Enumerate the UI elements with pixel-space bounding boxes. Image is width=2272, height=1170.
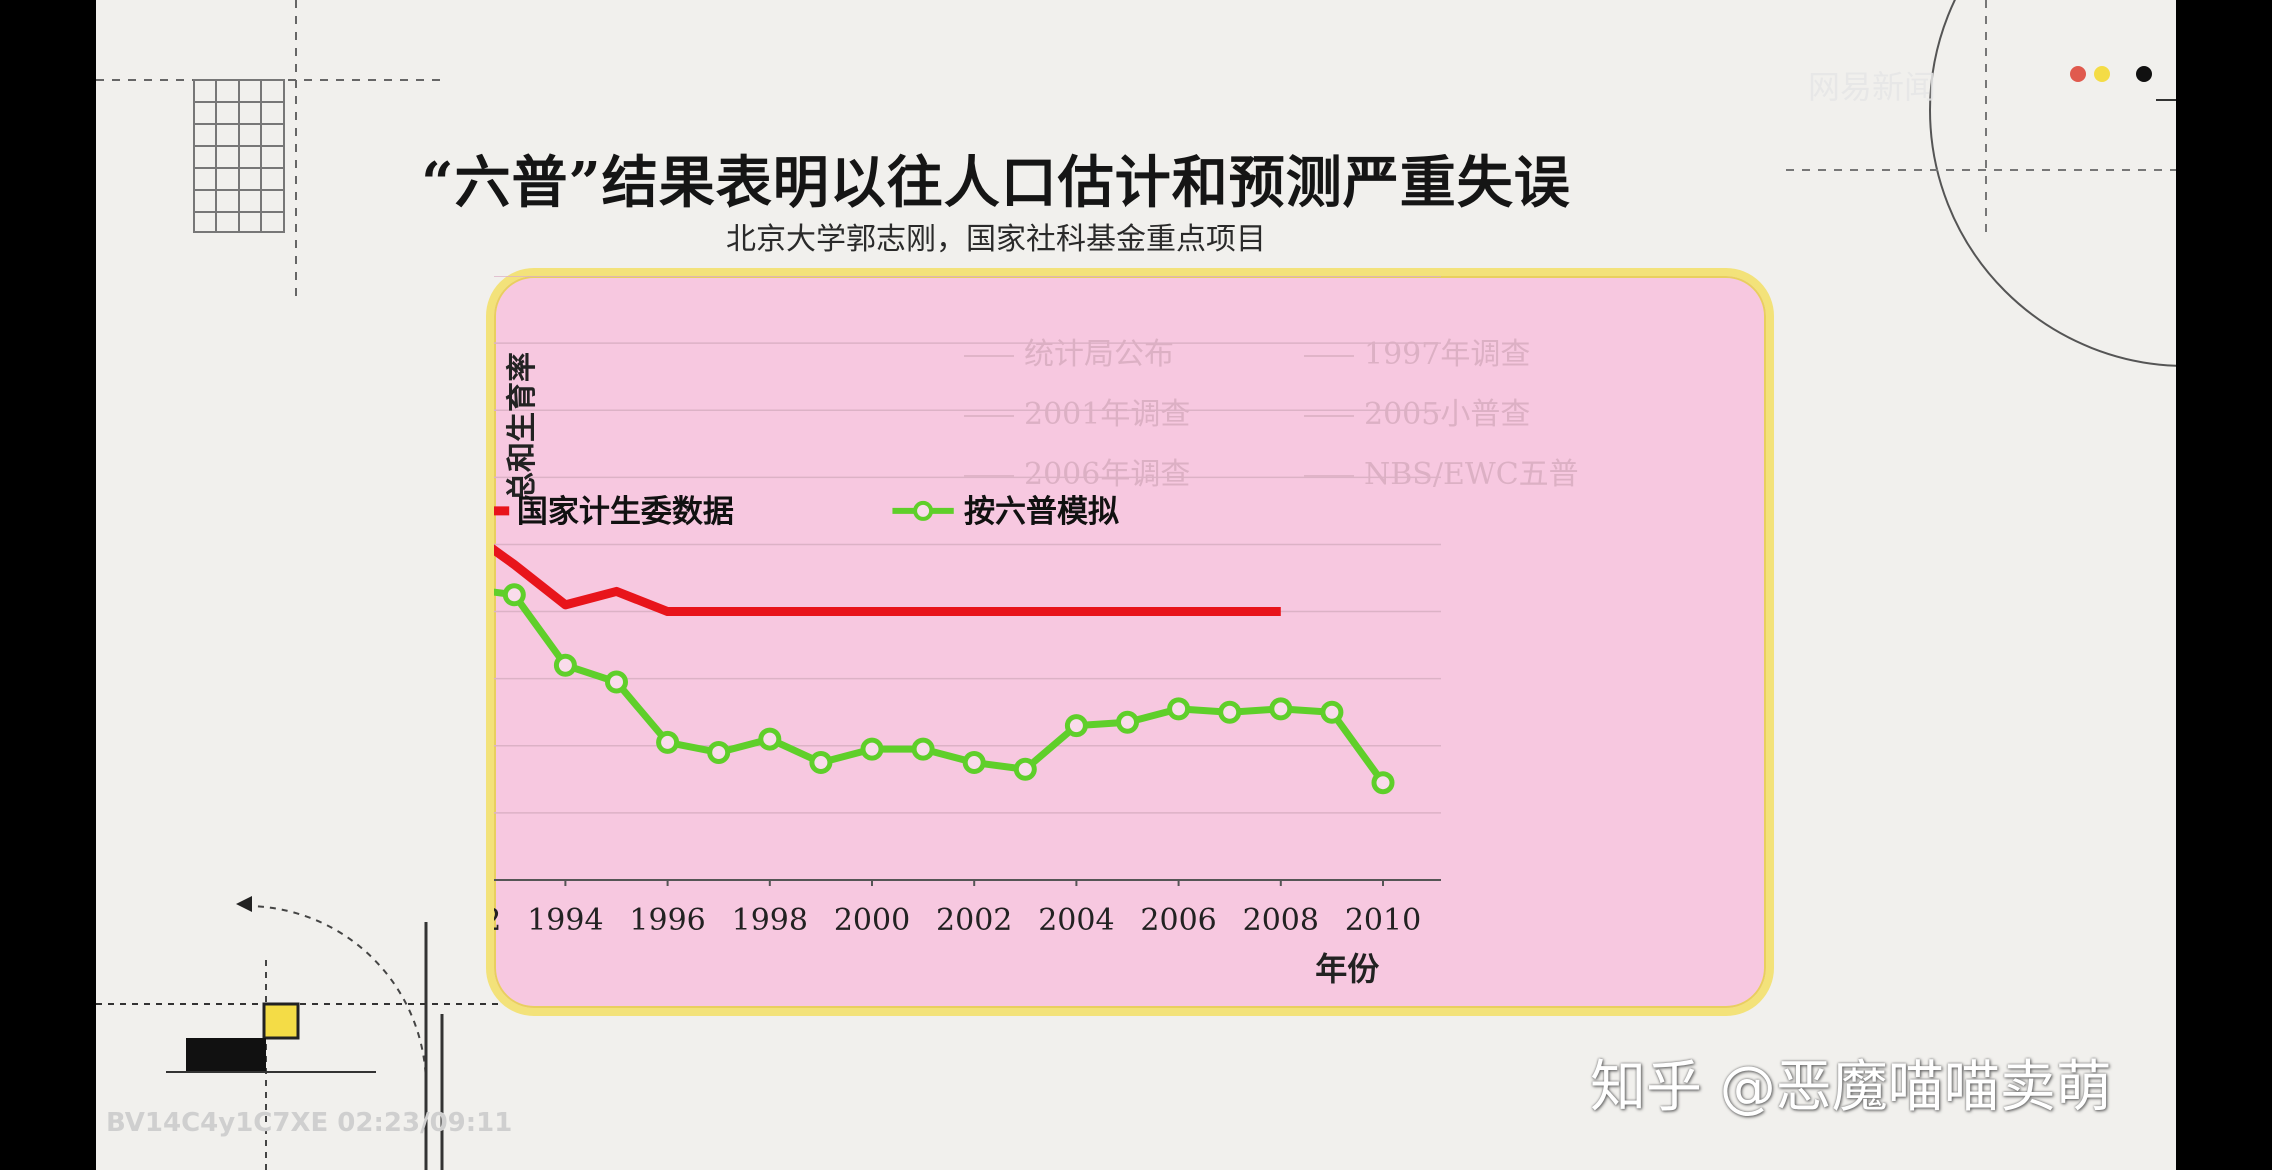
x-tick-label: 1992 — [494, 903, 501, 938]
faded-legend-label: NBS/EWC五普 — [1364, 457, 1579, 492]
legend-label-red: 国家计生委数据 — [517, 494, 734, 530]
data-point-green — [1320, 700, 1344, 724]
data-point-green — [809, 751, 833, 775]
series-line-green — [357, 288, 1386, 785]
chart-panel: 1.01.21.41.61.82.02.22.42.62.81990199219… — [273, 260, 1774, 1016]
x-tick-label: 2008 — [1243, 903, 1319, 938]
decorative-lines — [96, 0, 2176, 1170]
data-point-green — [1269, 697, 1293, 721]
data-point-green — [707, 740, 731, 764]
video-timestamp: BV14C4y1C7XE 02:23/09:11 — [106, 1108, 513, 1138]
faded-legend-label: 1997年调查 — [1364, 337, 1530, 372]
x-tick-label: 2002 — [936, 903, 1012, 938]
data-point-green — [1013, 757, 1037, 781]
red-dot-icon — [2070, 66, 2086, 82]
data-point-green — [911, 737, 935, 761]
data-point-green — [1167, 697, 1191, 721]
x-tick-label: 1994 — [527, 903, 603, 938]
zhihu-watermark: 知乎 @恶魔喵喵卖萌 — [1590, 1055, 2112, 1120]
x-tick-label: 2010 — [1345, 903, 1421, 938]
slide-subtitle: 北京大学郭志刚，国家社科基金重点项目 — [726, 222, 1266, 257]
data-point-green — [656, 730, 680, 754]
fertility-line-chart: 1.01.21.41.61.82.02.22.42.62.81990199219… — [273, 260, 1579, 988]
yellow-dot-icon — [2094, 66, 2110, 82]
video-frame: 网易新闻 “六普”结果表明以往人口估计和预测严重失误 北京大学郭志刚，国家社科基… — [96, 0, 2176, 1170]
news-watermark: 网易新闻 — [1808, 68, 1937, 106]
faded-legend-label: 2005小普查 — [1364, 397, 1530, 432]
x-tick-label: 2006 — [1140, 903, 1216, 938]
x-tick-label: 2000 — [834, 903, 910, 938]
data-point-green — [1116, 710, 1139, 734]
x-tick-label: 2004 — [1038, 903, 1114, 938]
slide-title: “六普”结果表明以往人口估计和预测严重失误 — [421, 150, 1571, 216]
data-point-green — [1218, 700, 1242, 724]
data-point-green — [502, 583, 526, 607]
data-point-green — [605, 670, 628, 694]
data-point-green — [962, 751, 986, 775]
x-tick-label: 1996 — [629, 903, 705, 938]
black-dot-icon — [2136, 66, 2152, 82]
data-point-green — [1064, 714, 1088, 738]
faded-legend-label: 2001年调查 — [1024, 397, 1190, 432]
legend-label-green: 按六普模拟 — [964, 494, 1119, 530]
x-axis-label: 年份 — [1315, 950, 1379, 988]
data-point-green — [758, 727, 782, 751]
faded-legend-label: 2006年调查 — [1024, 457, 1190, 492]
x-tick-label: 1998 — [732, 903, 808, 938]
series-line-red — [408, 457, 1281, 617]
data-point-green — [860, 737, 884, 761]
data-point-green — [1371, 771, 1395, 795]
legend-marker-green — [913, 500, 934, 521]
faded-legend-label: 统计局公布 — [1024, 337, 1174, 372]
data-point-green — [553, 653, 577, 677]
y-axis-label: 总和生育率 — [505, 352, 540, 502]
